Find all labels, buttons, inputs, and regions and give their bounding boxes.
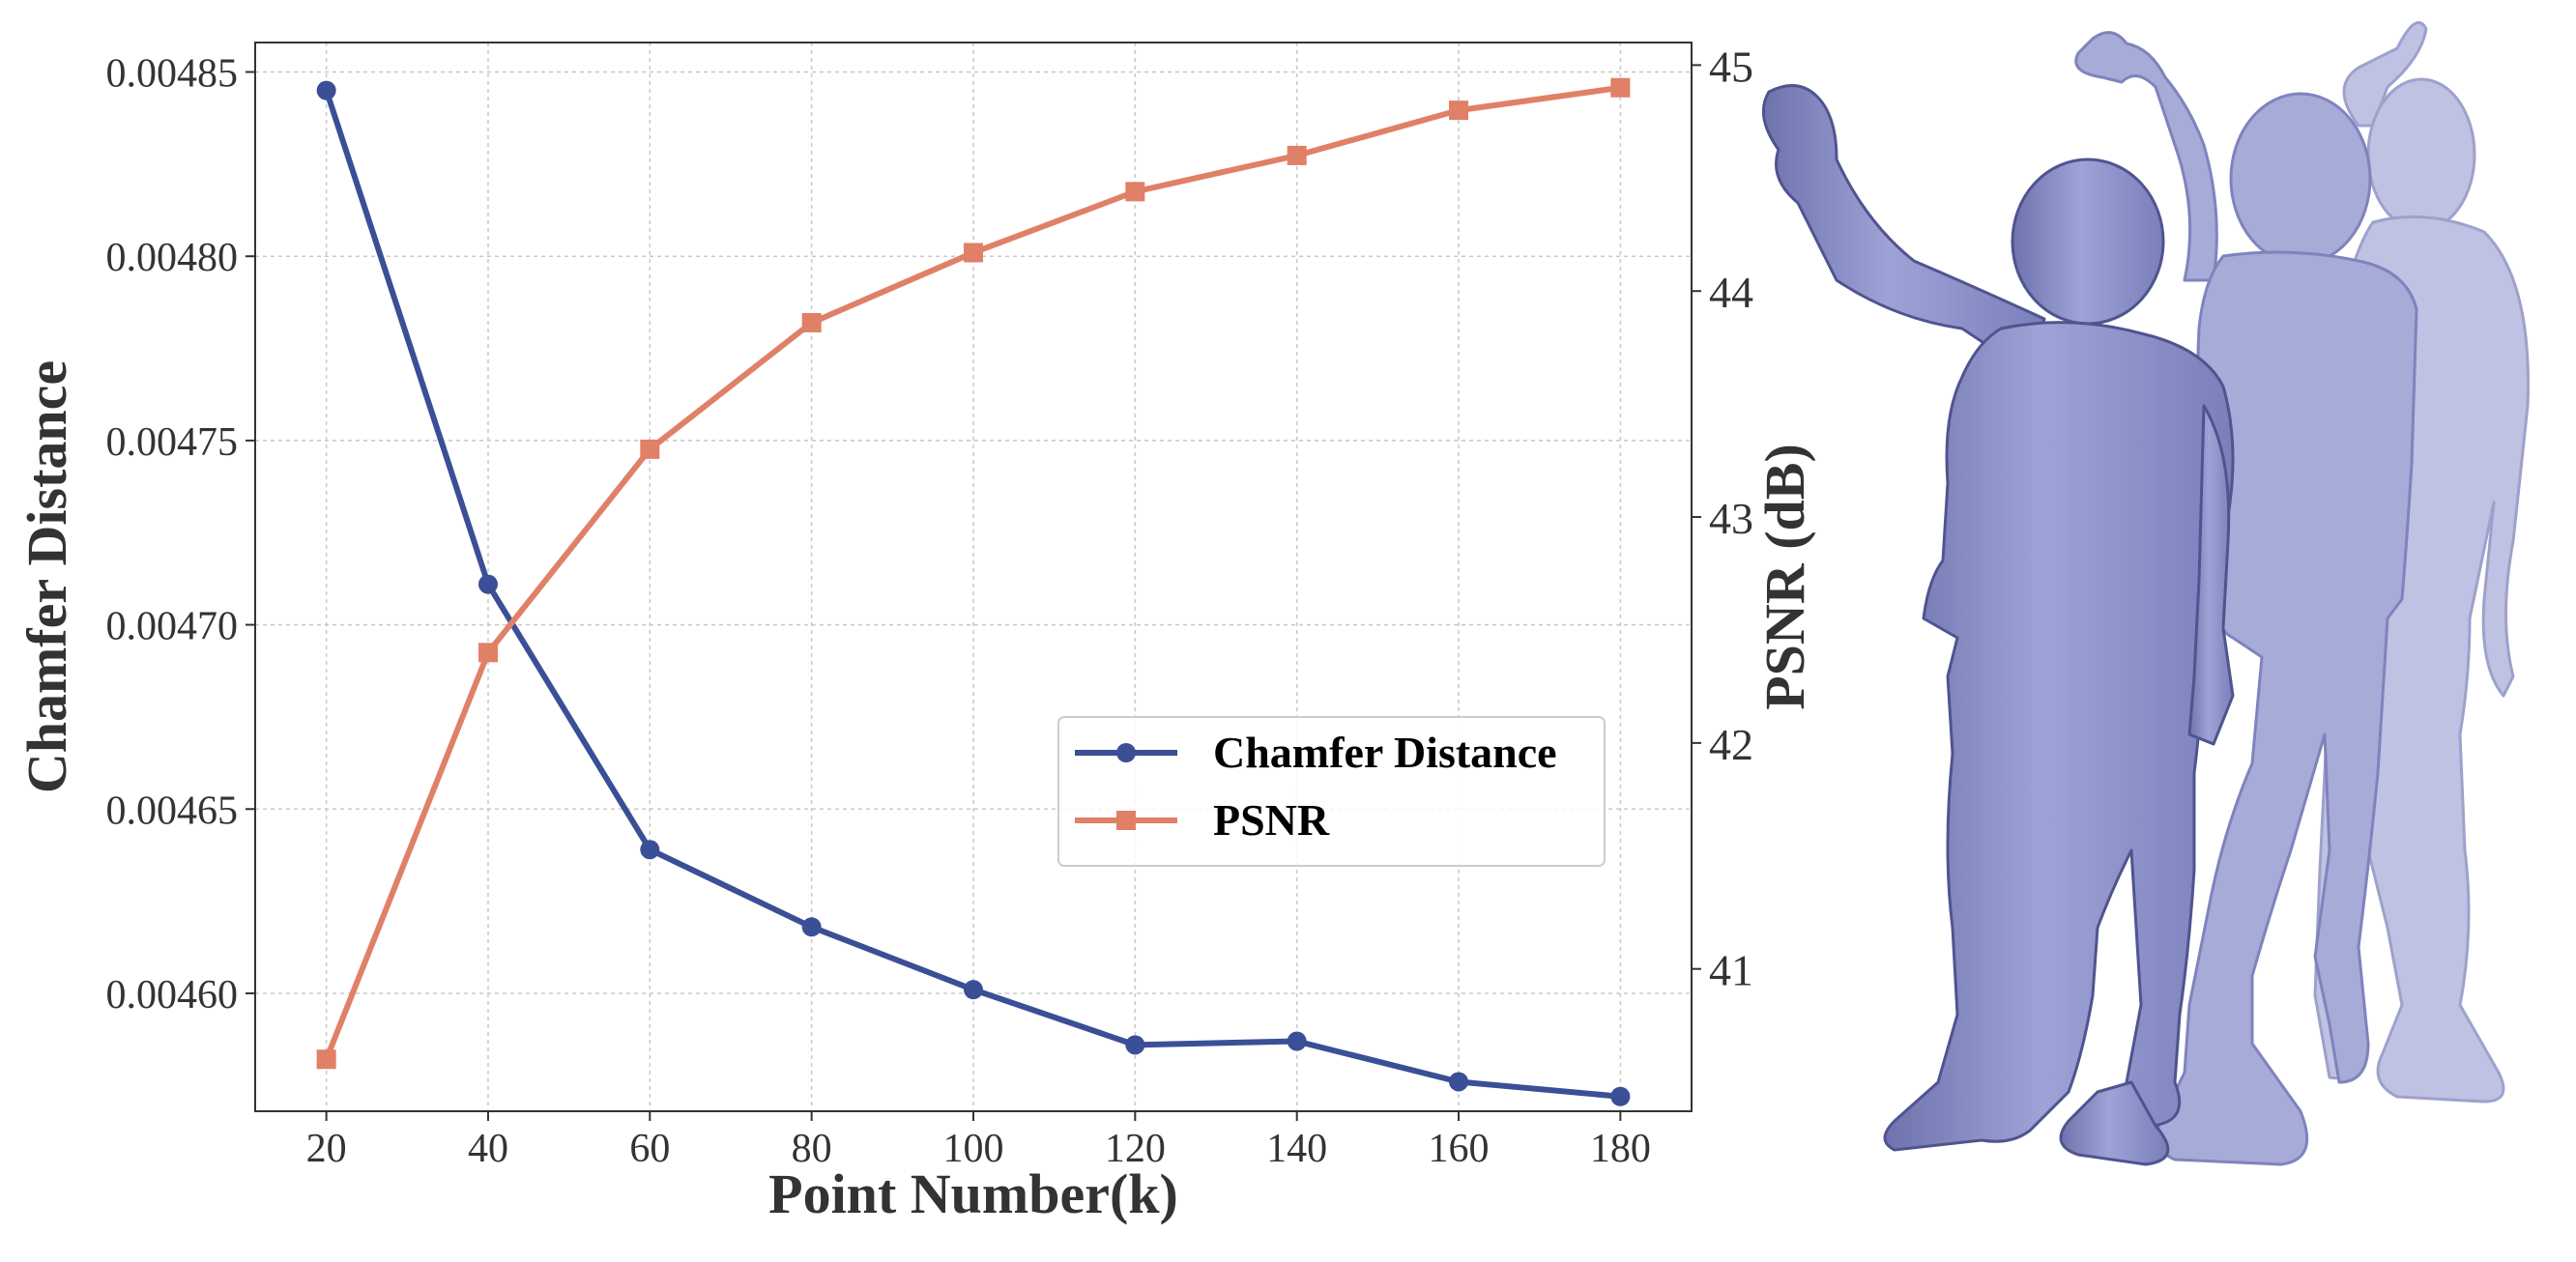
x-tick-label: 80 — [792, 1127, 832, 1171]
psnr-data-point — [640, 439, 660, 459]
series-layer — [316, 77, 1631, 1106]
x-tick-label: 140 — [1266, 1127, 1327, 1171]
chamfer-distance-data-point — [316, 80, 336, 100]
legend-marker-chamfer — [1116, 743, 1136, 762]
grid-lines — [255, 43, 1692, 1111]
left-y-tick-label: 0.00470 — [106, 605, 239, 649]
chamfer-distance-data-point — [1449, 1072, 1469, 1092]
psnr-series-line — [323, 84, 1621, 1061]
x-tick-label: 20 — [306, 1127, 347, 1171]
left-y-tick-label: 0.00460 — [106, 973, 239, 1018]
chamfer-distance-data-point — [964, 980, 983, 1000]
x-tick-label: 120 — [1105, 1127, 1166, 1171]
chamfer-distance-data-point — [640, 840, 660, 860]
line-chart: 20 40 60 80 100 120 140 160 180 0.004600.004650.… — [15, 42, 1816, 1225]
x-tick-label: 180 — [1590, 1127, 1651, 1171]
chamfer-distance-data-point — [801, 917, 822, 937]
right-y-tick-label: 41 — [1709, 946, 1753, 995]
right-y-tick-label: 42 — [1709, 720, 1753, 769]
right-y-axis-ticks: 41 42 43 44 45 — [1692, 42, 1753, 995]
right-y-tick-label: 45 — [1709, 42, 1753, 91]
legend-label-psnr: PSNR — [1213, 795, 1330, 845]
legend-label-chamfer: Chamfer Distance — [1213, 728, 1557, 777]
mesh-figure-front — [1761, 84, 2235, 1166]
left-y-axis-label: Chamfer Distance — [15, 360, 78, 793]
left-y-tick-label: 0.00475 — [106, 420, 239, 465]
legend: Chamfer Distance PSNR — [1057, 716, 1606, 867]
left-y-tick-label: 0.00485 — [106, 52, 239, 97]
legend-marker-psnr — [1116, 811, 1136, 830]
x-tick-label: 40 — [468, 1127, 508, 1171]
chamfer-distance-data-point — [478, 574, 498, 594]
right-y-axis-label: PSNR (dB) — [1753, 444, 1816, 710]
x-tick-label: 60 — [629, 1127, 670, 1171]
mesh-reconstruction-image — [1761, 20, 2530, 1166]
chamfer-distance-data-point — [1125, 1035, 1145, 1055]
psnr-data-point — [964, 243, 983, 263]
psnr-data-point — [478, 643, 498, 663]
x-tick-label: 100 — [943, 1127, 1004, 1171]
psnr-data-point — [1449, 100, 1469, 121]
psnr-data-point — [1610, 77, 1631, 98]
left-y-tick-label: 0.00465 — [106, 789, 239, 833]
legend-frame — [1057, 716, 1606, 867]
chamfer-distance-data-point — [1287, 1031, 1307, 1051]
right-y-tick-label: 44 — [1709, 268, 1753, 317]
psnr-data-point — [801, 312, 822, 332]
left-y-tick-label: 0.00480 — [106, 236, 239, 280]
psnr-data-point — [316, 1049, 336, 1070]
x-axis-ticks: 20 40 60 80 100 120 140 160 180 — [306, 1111, 1651, 1171]
psnr-data-point — [1287, 145, 1307, 165]
chamfer-distance-data-point — [1610, 1086, 1631, 1106]
x-tick-label: 160 — [1429, 1127, 1490, 1171]
psnr-data-point — [1125, 182, 1145, 202]
left-y-axis-ticks: 0.00460 0.00465 0.00470 0.00475 0.00480 0.004… — [106, 52, 255, 1018]
x-axis-label: Point Number(k) — [768, 1162, 1178, 1225]
right-y-tick-label: 43 — [1709, 494, 1753, 543]
